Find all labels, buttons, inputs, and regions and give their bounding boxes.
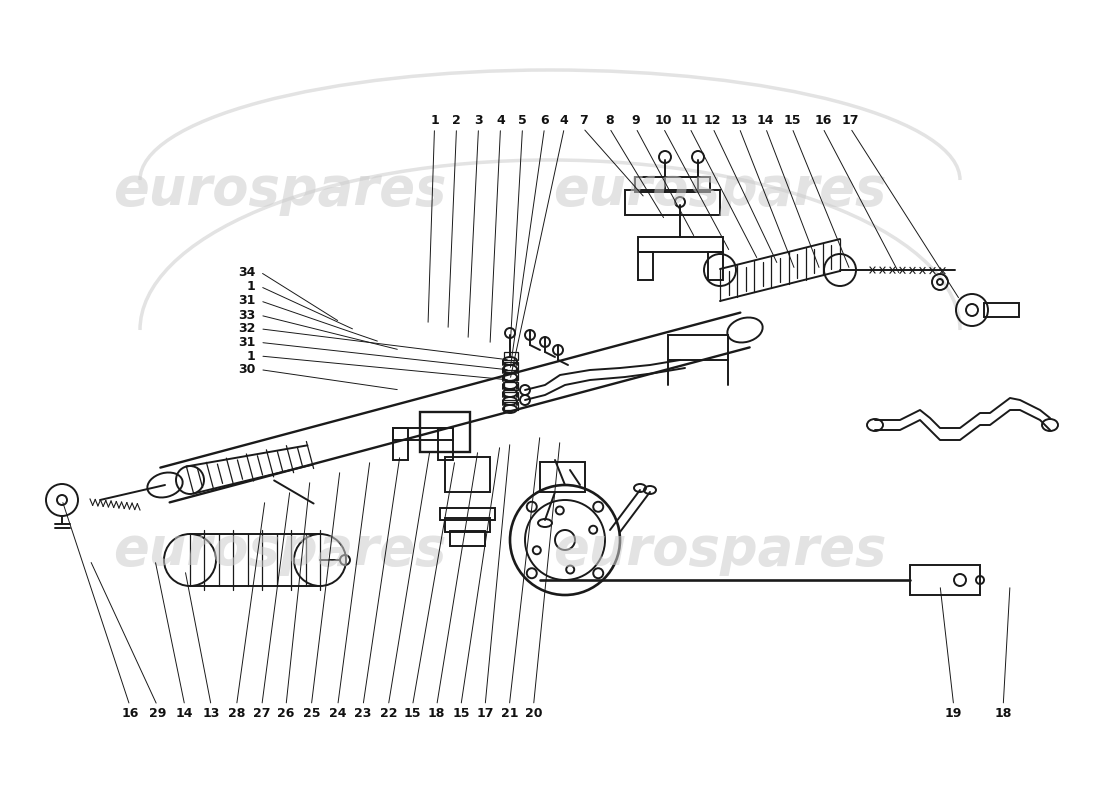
Text: 24: 24 <box>329 707 346 720</box>
Text: 12: 12 <box>704 114 722 126</box>
Bar <box>393 428 453 440</box>
Text: 17: 17 <box>842 114 859 126</box>
Bar <box>708 252 723 280</box>
Text: 13: 13 <box>730 114 748 126</box>
Text: 14: 14 <box>757 114 774 126</box>
Text: 16: 16 <box>814 114 832 126</box>
Text: 26: 26 <box>277 707 295 720</box>
Text: eurospares: eurospares <box>113 524 447 576</box>
Text: 15: 15 <box>404 707 421 720</box>
Text: 18: 18 <box>428 707 446 720</box>
Text: 2: 2 <box>452 114 461 126</box>
Bar <box>668 335 728 360</box>
Bar <box>625 190 720 215</box>
Text: 31: 31 <box>238 294 255 307</box>
Text: 1: 1 <box>246 350 255 362</box>
Bar <box>638 252 653 280</box>
Text: 17: 17 <box>476 707 494 720</box>
Text: 5: 5 <box>518 114 527 126</box>
Bar <box>504 382 518 390</box>
Text: 22: 22 <box>379 707 397 720</box>
Text: 1: 1 <box>430 114 439 126</box>
Bar <box>446 518 490 532</box>
Text: 33: 33 <box>238 309 255 322</box>
Text: 31: 31 <box>238 336 255 349</box>
Bar <box>504 372 518 380</box>
Text: 14: 14 <box>176 707 194 720</box>
Text: 9: 9 <box>631 114 640 126</box>
Text: 15: 15 <box>783 114 801 126</box>
Bar <box>504 362 518 370</box>
Text: 6: 6 <box>540 114 549 126</box>
Text: 13: 13 <box>202 707 220 720</box>
Text: 28: 28 <box>228 707 245 720</box>
Bar <box>910 565 980 595</box>
Text: eurospares: eurospares <box>113 164 447 216</box>
Bar <box>504 352 518 360</box>
Bar <box>446 457 490 492</box>
Text: 18: 18 <box>994 707 1012 720</box>
Text: 34: 34 <box>238 266 255 278</box>
Bar <box>438 428 453 460</box>
Text: 25: 25 <box>302 707 320 720</box>
Bar <box>504 392 518 400</box>
Bar <box>450 531 485 546</box>
Text: 8: 8 <box>605 114 614 126</box>
Text: eurospares: eurospares <box>553 164 887 216</box>
Text: 4: 4 <box>496 114 505 126</box>
Text: 29: 29 <box>148 707 166 720</box>
Text: 27: 27 <box>253 707 271 720</box>
Bar <box>440 508 495 520</box>
Bar <box>635 177 710 192</box>
Text: 16: 16 <box>121 707 139 720</box>
Bar <box>393 428 408 460</box>
Text: 10: 10 <box>654 114 672 126</box>
Text: 11: 11 <box>681 114 698 126</box>
Text: 23: 23 <box>354 707 372 720</box>
Text: 3: 3 <box>474 114 483 126</box>
Bar <box>638 237 723 252</box>
Text: 20: 20 <box>525 707 542 720</box>
Bar <box>984 303 1019 317</box>
Text: 1: 1 <box>246 280 255 293</box>
Text: 21: 21 <box>500 707 518 720</box>
Text: 30: 30 <box>238 363 255 376</box>
Text: 7: 7 <box>579 114 587 126</box>
Text: 4: 4 <box>560 114 569 126</box>
Bar <box>420 412 470 452</box>
Bar <box>540 462 585 492</box>
Text: eurospares: eurospares <box>553 524 887 576</box>
Text: 15: 15 <box>452 707 470 720</box>
Bar <box>504 402 518 410</box>
Text: 19: 19 <box>945 707 962 720</box>
Text: 32: 32 <box>238 322 255 335</box>
